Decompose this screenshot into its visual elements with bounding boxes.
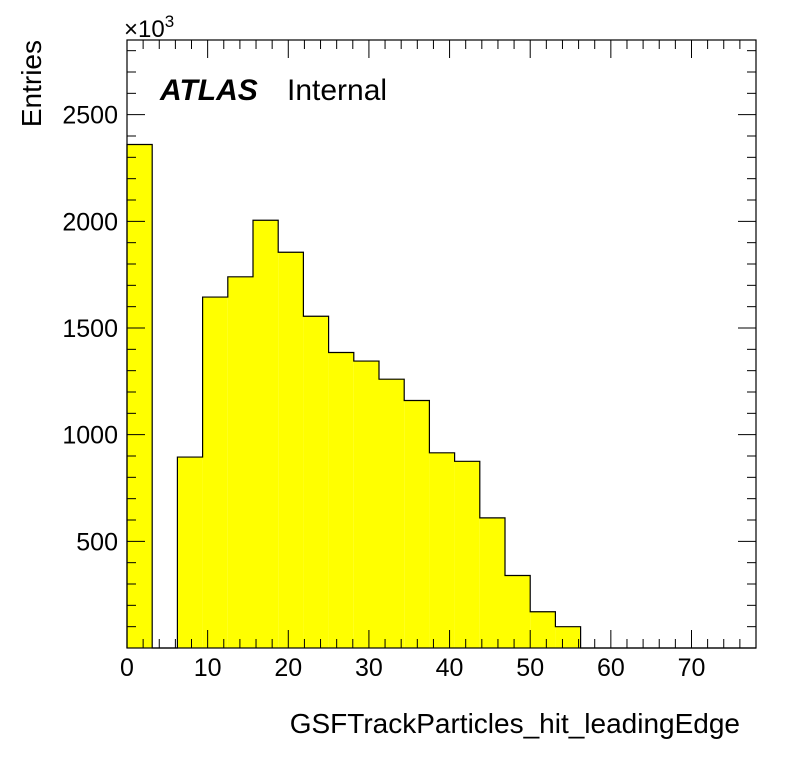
histogram-bar — [454, 461, 480, 648]
histogram-bar — [505, 575, 531, 648]
histogram-bars — [127, 144, 581, 649]
histogram-bar — [379, 379, 405, 648]
histogram-bar — [353, 361, 380, 648]
x-tick-label: 30 — [355, 654, 383, 682]
histogram-bar — [555, 626, 581, 648]
histogram-bar — [530, 611, 556, 648]
plot-frame — [126, 39, 757, 649]
x-tick-label: 10 — [194, 654, 222, 682]
y-axis-label: Entries — [16, 40, 47, 127]
x-tick-label: 60 — [597, 654, 625, 682]
x-tick-label: 20 — [274, 654, 302, 682]
histogram-bar — [227, 276, 254, 648]
histogram-bar — [127, 144, 153, 649]
internal-label: Internal — [287, 74, 387, 107]
x-tick-label: 50 — [516, 654, 544, 682]
histogram-bar — [202, 297, 228, 648]
histogram-outline — [126, 143, 756, 649]
histogram-bar — [328, 352, 354, 648]
y-tick-label: 1500 — [62, 315, 118, 343]
y-multiplier-label: ×103 — [124, 12, 174, 43]
x-tick-label: 70 — [678, 654, 706, 682]
y-tick-label: 1000 — [62, 422, 118, 450]
histogram-bar — [404, 400, 430, 648]
y-tick-label: 2500 — [62, 102, 118, 130]
x-tick-labels: 0 10 20 30 40 50 60 70 — [120, 654, 705, 682]
histogram-step-line — [126, 143, 756, 649]
histogram-bar — [177, 457, 203, 648]
y-tick-label: 2000 — [62, 208, 118, 236]
histogram-bar — [278, 252, 304, 648]
x-tick-label: 40 — [436, 654, 464, 682]
histogram-bar — [479, 517, 506, 648]
y-tick-label: 500 — [76, 528, 118, 556]
x-axis-label: GSFTrackParticles_hit_leadingEdge — [290, 708, 740, 739]
y-tick-labels: 500 1000 1500 2000 2500 — [62, 102, 118, 557]
atlas-label: ATLAS — [159, 74, 258, 107]
axis-ticks — [126, 40, 757, 648]
histogram-bar — [429, 452, 455, 648]
histogram-bar — [303, 316, 329, 648]
histogram-bar — [253, 220, 279, 648]
x-tick-label: 0 — [120, 654, 134, 682]
